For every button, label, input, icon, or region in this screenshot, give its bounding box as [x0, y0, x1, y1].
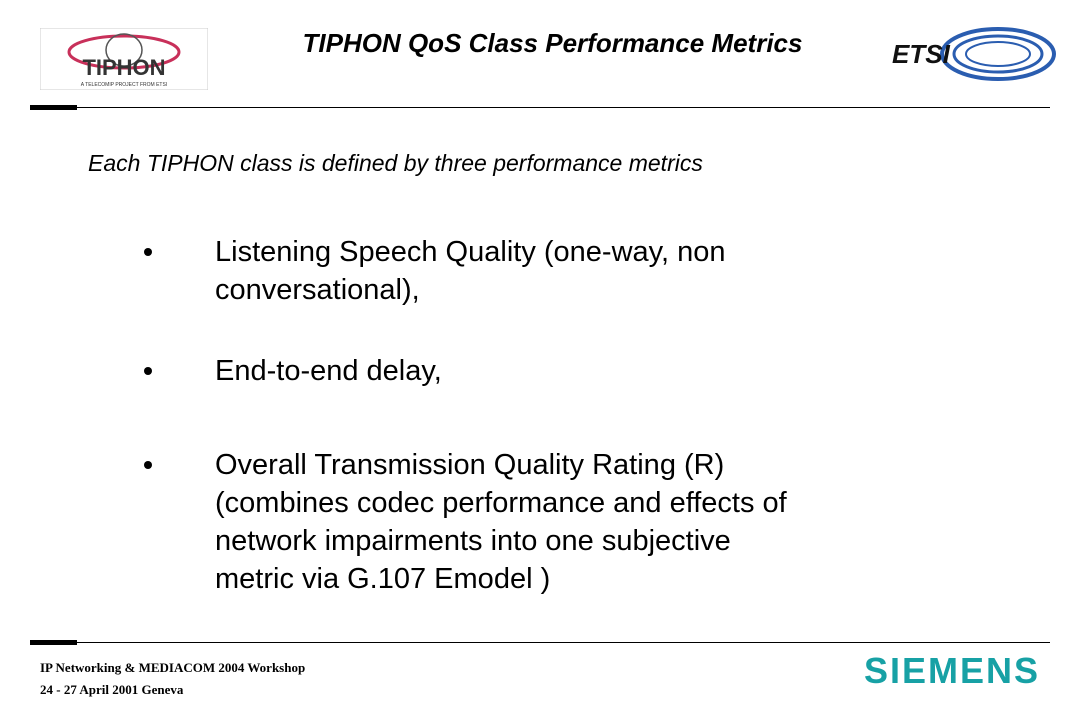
- rule-accent: [30, 640, 77, 645]
- rule: [30, 642, 1050, 643]
- intro-text: Each TIPHON class is defined by three pe…: [88, 150, 703, 176]
- logo-tagline: A TELECOMIP PROJECT FROM ETSI: [81, 82, 167, 88]
- footer-line: 24 - 27 April 2001 Geneva: [40, 682, 184, 697]
- bullet-text: Overall Transmission Quality Rating (R): [215, 449, 725, 481]
- bullet-text: metric via G.107 Emodel ): [215, 563, 551, 595]
- bullet-text: End-to-end delay,: [215, 355, 442, 387]
- rule-accent: [30, 105, 77, 110]
- bullet-text: Listening Speech Quality (one-way, non: [215, 236, 726, 268]
- logo-text: TIPHON: [82, 55, 165, 80]
- bullet-text: conversational),: [215, 274, 420, 306]
- bullet-dot: [144, 367, 152, 375]
- rule: [30, 107, 1050, 108]
- bullet-dot: [144, 461, 152, 469]
- bullet-text: (combines codec performance and effects …: [215, 487, 787, 519]
- tiphon-logo: TIPHON A TELECOMIP PROJECT FROM ETSI: [40, 28, 208, 90]
- logo-text: ETSI: [892, 39, 951, 69]
- brand-logo: SIEMENS: [863, 650, 1040, 691]
- footer-line: IP Networking & MEDIACOM 2004 Workshop: [40, 660, 306, 675]
- bullet-dot: [144, 248, 152, 256]
- etsi-logo: ETSI: [892, 27, 1056, 81]
- slide-title: TIPHON QoS Class Performance Metrics: [302, 28, 803, 58]
- bullet-text: network impairments into one subjective: [215, 525, 731, 557]
